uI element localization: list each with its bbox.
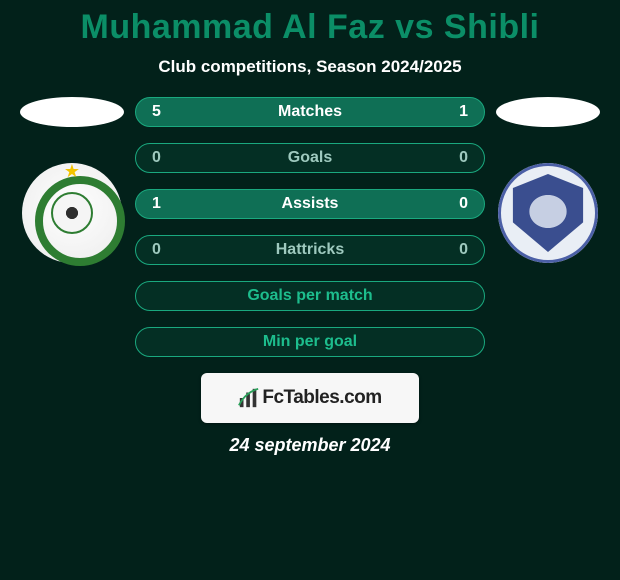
stat-left-value: 1 <box>152 195 161 213</box>
bar-chart-icon <box>238 387 260 409</box>
stat-right-value: 0 <box>459 195 468 213</box>
stat-label: Hattricks <box>136 241 484 259</box>
fctables-logo: FcTables.com <box>238 387 381 409</box>
stat-pill: 0Hattricks0 <box>135 235 485 265</box>
soccer-ball-icon <box>51 192 93 234</box>
stat-left-value: 5 <box>152 103 161 121</box>
stat-label: Goals per match <box>136 287 484 305</box>
stat-pill: Goals per match <box>135 281 485 311</box>
stat-label: Goals <box>136 149 484 167</box>
stat-bars: 5Matches10Goals01Assists00Hattricks0Goal… <box>135 97 485 357</box>
brand-text: FcTables.com <box>262 387 381 409</box>
page-title: Muhammad Al Faz vs Shibli <box>0 8 620 47</box>
stat-left-value: 0 <box>152 149 161 167</box>
main-row: ★ 5Matches10Goals01Assists00Hattricks0Go… <box>0 97 620 357</box>
source-badge: FcTables.com <box>201 373 419 423</box>
page-subtitle: Club competitions, Season 2024/2025 <box>0 57 620 77</box>
stat-pill: 0Goals0 <box>135 143 485 173</box>
left-player-column: ★ <box>17 97 127 263</box>
right-club-badge <box>498 163 598 263</box>
stat-label: Assists <box>136 195 484 213</box>
stat-right-value: 1 <box>459 103 468 121</box>
comparison-card: Muhammad Al Faz vs Shibli Club competiti… <box>0 0 620 456</box>
stat-label: Min per goal <box>136 333 484 351</box>
stat-left-value: 0 <box>152 241 161 259</box>
right-player-column <box>493 97 603 263</box>
right-player-photo <box>496 97 600 127</box>
snapshot-date: 24 september 2024 <box>0 435 620 456</box>
left-player-photo <box>20 97 124 127</box>
stat-pill: Min per goal <box>135 327 485 357</box>
stat-right-value: 0 <box>459 149 468 167</box>
stat-pill: 5Matches1 <box>135 97 485 127</box>
star-icon: ★ <box>64 161 80 182</box>
stat-right-value: 0 <box>459 241 468 259</box>
stat-pill: 1Assists0 <box>135 189 485 219</box>
stat-label: Matches <box>136 103 484 121</box>
left-club-badge: ★ <box>22 163 122 263</box>
